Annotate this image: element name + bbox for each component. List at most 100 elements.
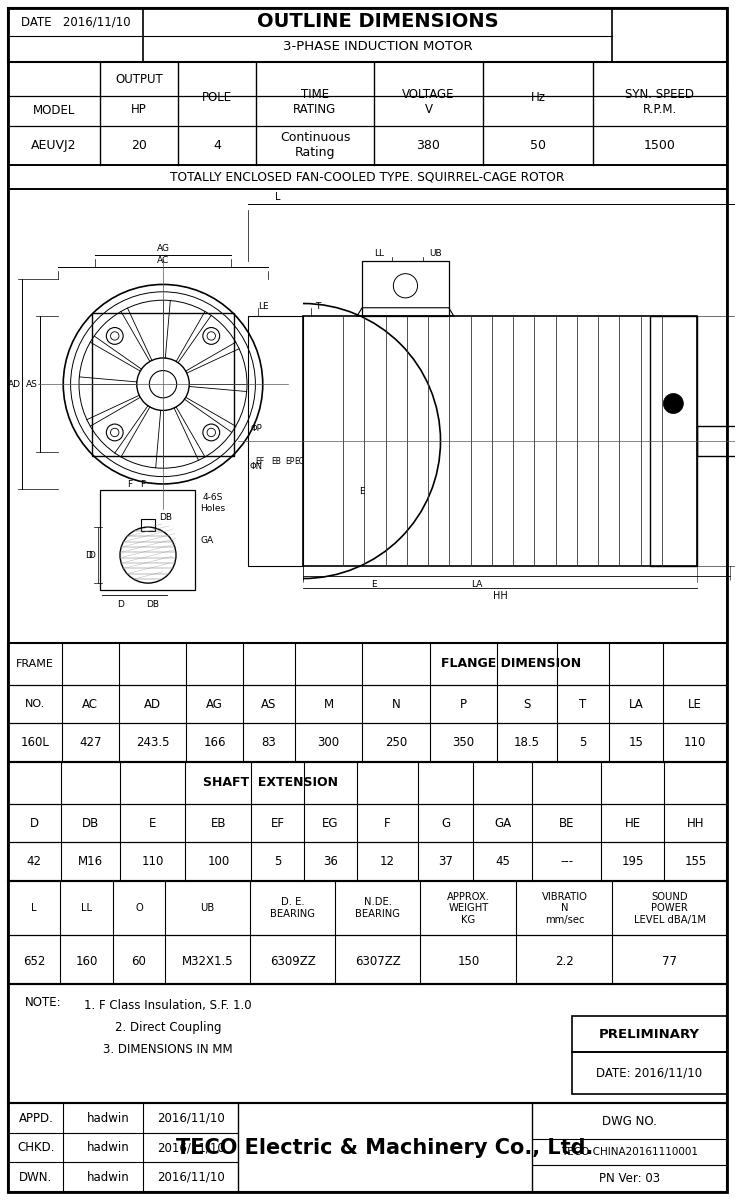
Text: 3-PHASE INDUCTION MOTOR: 3-PHASE INDUCTION MOTOR [283, 41, 473, 54]
Circle shape [664, 394, 684, 414]
Text: AC: AC [82, 697, 98, 710]
Bar [8, 643, 727, 762]
Text: N: N [392, 697, 401, 710]
Text: 160: 160 [76, 955, 98, 968]
Bar [572, 1016, 727, 1052]
Text: 300: 300 [318, 736, 340, 749]
Text: 15: 15 [628, 736, 643, 749]
Text: EG: EG [295, 456, 305, 466]
Text: 77: 77 [662, 955, 677, 968]
Text: E: E [148, 816, 157, 829]
Text: 83: 83 [262, 736, 276, 749]
Bar [303, 316, 697, 566]
Text: ---: --- [560, 856, 573, 869]
Text: HH: HH [686, 816, 704, 829]
Text: 250: 250 [385, 736, 407, 749]
Text: OUTLINE DIMENSIONS: OUTLINE DIMENSIONS [257, 12, 498, 31]
Text: 150: 150 [457, 955, 479, 968]
Text: 100: 100 [207, 856, 229, 869]
Text: 12: 12 [380, 856, 395, 869]
Text: AC: AC [157, 256, 169, 265]
Text: M16: M16 [78, 856, 103, 869]
Text: PRELIMINARY: PRELIMINARY [599, 1027, 700, 1040]
Text: VIBRATIO
N
mm/sec: VIBRATIO N mm/sec [542, 892, 587, 925]
Text: HH: HH [492, 592, 507, 601]
Text: AD: AD [7, 379, 21, 389]
Text: 2.2: 2.2 [555, 955, 574, 968]
Text: OUTPUT: OUTPUT [115, 73, 162, 86]
Text: 155: 155 [684, 856, 706, 869]
Text: hadwin: hadwin [87, 1141, 129, 1154]
Text: 37: 37 [438, 856, 453, 869]
Text: 60: 60 [132, 955, 146, 968]
Bar [8, 984, 727, 1103]
Text: D: D [85, 551, 93, 559]
Bar [572, 1052, 727, 1093]
Text: 4: 4 [213, 139, 221, 152]
Text: ΦP: ΦP [250, 424, 262, 433]
Text: FRAME: FRAME [16, 659, 54, 668]
Text: AEUVJ2: AEUVJ2 [31, 139, 76, 152]
Text: BE: BE [559, 816, 575, 829]
Bar [8, 8, 727, 62]
Text: AG: AG [157, 244, 170, 253]
Text: EB: EB [271, 456, 281, 466]
Text: 42: 42 [27, 856, 42, 869]
Bar [8, 164, 727, 188]
Bar [8, 881, 727, 984]
Bar [8, 62, 727, 164]
Bar [697, 426, 735, 456]
Text: 36: 36 [323, 856, 338, 869]
Text: D: D [89, 551, 96, 559]
Text: 110: 110 [141, 856, 164, 869]
Text: M: M [323, 697, 334, 710]
Text: 110: 110 [684, 736, 706, 749]
Text: ΦN: ΦN [249, 462, 262, 470]
Text: F: F [127, 480, 132, 488]
Text: UB: UB [201, 904, 215, 913]
Text: 1. F Class Insulation, S.F. 1.0: 1. F Class Insulation, S.F. 1.0 [85, 1000, 252, 1012]
Text: GA: GA [201, 535, 214, 545]
Text: E: E [359, 486, 365, 496]
Text: VOLTAGE
V: VOLTAGE V [402, 89, 455, 116]
Text: DB: DB [82, 816, 98, 829]
Text: HE: HE [625, 816, 641, 829]
Text: 50: 50 [530, 139, 546, 152]
Text: 195: 195 [622, 856, 644, 869]
Text: 243.5: 243.5 [136, 736, 169, 749]
Text: CHKD.: CHKD. [17, 1141, 54, 1154]
Text: 4-6S: 4-6S [203, 493, 223, 502]
Text: LA: LA [470, 580, 482, 588]
Text: Hz: Hz [531, 90, 545, 103]
Text: 350: 350 [452, 736, 474, 749]
Text: 6307ZZ: 6307ZZ [355, 955, 401, 968]
Text: LL: LL [374, 248, 384, 258]
Text: 20: 20 [131, 139, 147, 152]
Text: D. E.
BEARING: D. E. BEARING [270, 898, 315, 919]
Text: G: G [441, 816, 450, 829]
Text: LA: LA [628, 697, 643, 710]
Bar [362, 262, 449, 316]
Text: HP: HP [131, 103, 147, 116]
Text: NOTE:: NOTE: [25, 996, 61, 1008]
Bar [248, 316, 303, 566]
Text: 2016/11/10: 2016/11/10 [157, 1171, 225, 1183]
Text: 160L: 160L [21, 736, 49, 749]
Text: S: S [523, 697, 531, 710]
Text: UB: UB [429, 248, 442, 258]
Text: DB: DB [159, 512, 173, 522]
Text: 6309ZZ: 6309ZZ [270, 955, 315, 968]
Text: Continuous
Rating: Continuous Rating [280, 131, 350, 160]
Text: TECO Electric & Machinery Co., Ltd.: TECO Electric & Machinery Co., Ltd. [176, 1138, 594, 1158]
Text: GA: GA [495, 816, 512, 829]
Text: LL: LL [81, 904, 92, 913]
Text: APPD.: APPD. [18, 1111, 54, 1124]
Text: P: P [460, 697, 467, 710]
Text: M32X1.5: M32X1.5 [182, 955, 234, 968]
Text: NO.: NO. [25, 700, 45, 709]
Text: AS: AS [262, 697, 277, 710]
Text: hadwin: hadwin [87, 1171, 129, 1183]
Text: DATE: 2016/11/10: DATE: 2016/11/10 [596, 1067, 703, 1079]
Text: SYN. SPEED
R.P.M.: SYN. SPEED R.P.M. [625, 89, 695, 116]
Text: F: F [140, 480, 146, 488]
